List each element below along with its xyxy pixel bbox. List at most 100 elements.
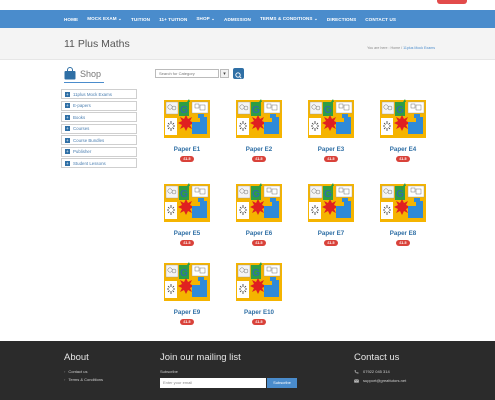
price-badge: £1.5 xyxy=(180,156,194,162)
svg-text:G: G xyxy=(252,189,260,200)
product-card[interactable]: G Paper E8 £1.5 xyxy=(378,182,428,250)
footer-mailing-heading: Join our mailing list xyxy=(160,352,241,363)
phone-number: 07922 045 314 xyxy=(363,369,390,374)
nav-item-terms[interactable]: TERMS & CONDITIONS ⌄ xyxy=(259,16,318,21)
svg-text:G: G xyxy=(180,105,188,116)
price-badge: £1.5 xyxy=(396,240,410,246)
svg-text:G: G xyxy=(252,268,260,279)
plus-icon: + xyxy=(65,137,70,143)
product-card[interactable]: G Paper E5 £1.5 xyxy=(162,182,212,250)
product-name[interactable]: Paper E1 xyxy=(173,146,201,153)
product-thumbnail[interactable]: G xyxy=(162,98,212,140)
category-label: Publisher xyxy=(73,149,92,154)
product-thumbnail[interactable]: G xyxy=(234,182,284,224)
product-name[interactable]: Paper E7 xyxy=(317,230,345,237)
footer-email[interactable]: support@greattutors.net xyxy=(354,378,406,383)
nav-item-shop[interactable]: SHOP ⌄ xyxy=(196,16,216,21)
price-badge: £1.5 xyxy=(252,319,266,325)
category-label: 11plus Mock Exams xyxy=(73,91,112,97)
price-badge: £1.5 xyxy=(324,156,338,162)
footer-link-terms[interactable]: › Terms & Conditions xyxy=(64,377,103,382)
email-input[interactable]: Enter your email xyxy=(160,378,266,388)
shop-heading: Shop xyxy=(64,66,136,84)
category-label: Books xyxy=(73,114,86,120)
plus-icon: + xyxy=(65,126,70,131)
nav-item-directions[interactable]: DIRECTIONS xyxy=(326,16,357,22)
product-card[interactable]: G Paper E4 £1.5 xyxy=(378,98,428,166)
category-item-books[interactable]: + Books xyxy=(61,112,137,122)
product-name[interactable]: Paper E5 xyxy=(173,230,201,237)
breadcrumb: You are here : Home / 11plus Mock Exams xyxy=(367,46,435,50)
product-card[interactable]: G Paper E7 £1.5 xyxy=(306,182,356,250)
price-badge: £1.5 xyxy=(252,156,266,162)
price-badge: £1.5 xyxy=(396,156,410,162)
product-name[interactable]: Paper E4 xyxy=(389,146,417,153)
svg-text:G: G xyxy=(180,189,188,200)
breadcrumb-prefix[interactable]: You are here : Home / xyxy=(367,46,404,50)
bullet-icon: › xyxy=(64,369,66,374)
product-card[interactable]: G Paper E3 £1.5 xyxy=(306,98,356,166)
price-badge: £1.5 xyxy=(324,240,338,246)
price-badge: £1.5 xyxy=(180,319,194,325)
breadcrumb-current: 11plus Mock Exams xyxy=(403,46,435,50)
category-search-select[interactable]: Search for Category xyxy=(155,69,219,78)
category-item-publisher[interactable]: + Publisher xyxy=(61,146,137,157)
shop-underline xyxy=(64,82,104,83)
nav-item-contact[interactable]: CONTACT US xyxy=(365,16,397,22)
category-list: +11plus Mock Exams + E-papers + Books + Cou… xyxy=(61,89,137,170)
product-name[interactable]: Paper E9 xyxy=(173,309,201,316)
nav-item-home[interactable]: HOME xyxy=(64,16,79,22)
product-name[interactable]: Paper E3 xyxy=(317,146,345,153)
product-thumbnail[interactable]: G xyxy=(306,98,356,140)
product-name[interactable]: Paper E8 xyxy=(389,230,417,237)
nav-item-11plus-tuition[interactable]: 11+ TUITION xyxy=(159,16,188,22)
product-thumbnail[interactable]: G xyxy=(306,182,356,224)
page-title: 11 Plus Maths xyxy=(64,38,130,50)
price-badge: £1.5 xyxy=(252,240,266,246)
nav-item-mock-exam[interactable]: MOCK EXAM ⌄ xyxy=(87,16,122,21)
subscribe-button[interactable]: Subscribe xyxy=(267,378,297,388)
product-card[interactable]: G Paper E1 £1.5 xyxy=(162,98,212,166)
category-item-student-lessons[interactable]: + Student Lessons xyxy=(61,158,137,168)
product-card[interactable]: G Paper E2 £1.5 xyxy=(234,98,284,166)
product-thumbnail[interactable]: G xyxy=(234,261,284,303)
chevron-down-icon[interactable]: ▾ xyxy=(220,69,229,78)
shop-title: Shop xyxy=(80,69,102,79)
site-footer: About › Contact us › Terms & Conditions Jo… xyxy=(0,341,495,400)
search-icon xyxy=(235,72,242,79)
product-name[interactable]: Paper E2 xyxy=(245,146,273,153)
main-nav: HOME MOCK EXAM ⌄ TUITION 11+ TUITION SHO… xyxy=(0,10,495,28)
category-item-courses[interactable]: + Courses xyxy=(61,123,137,134)
product-name[interactable]: Paper E6 xyxy=(245,230,273,237)
category-item-mock-exams[interactable]: +11plus Mock Exams xyxy=(61,89,137,99)
price-badge: £1.5 xyxy=(180,240,194,246)
footer-phone: 07922 045 314 xyxy=(354,369,390,374)
top-red-tab[interactable] xyxy=(437,0,467,4)
product-card[interactable]: G Paper E9 £1.5 xyxy=(162,261,212,329)
product-thumbnail[interactable]: G xyxy=(378,98,428,140)
category-label: E-papers xyxy=(73,103,91,108)
nav-item-tuition[interactable]: TUITION xyxy=(131,16,151,22)
nav-item-admission[interactable]: ADMISSION xyxy=(224,16,251,22)
search-button[interactable] xyxy=(233,68,244,79)
product-name[interactable]: Paper E10 xyxy=(244,309,274,316)
category-item-e-papers[interactable]: + E-papers xyxy=(61,100,137,111)
plus-icon: + xyxy=(65,114,70,120)
product-card[interactable]: G Paper E6 £1.5 xyxy=(234,182,284,250)
product-thumbnail[interactable]: G xyxy=(162,261,212,303)
page-header: 11 Plus Maths You are here : Home / 11pl… xyxy=(0,28,495,60)
envelope-icon xyxy=(354,379,359,383)
subscribe-label: Subscribe xyxy=(160,369,178,374)
footer-contact-heading: Contact us xyxy=(354,352,400,363)
product-thumbnail[interactable]: G xyxy=(162,182,212,224)
product-thumbnail[interactable]: G xyxy=(378,182,428,224)
category-label: Student Lessons xyxy=(73,160,106,166)
shopping-bag-icon xyxy=(64,67,76,80)
footer-link-contact[interactable]: › Contact us xyxy=(64,369,87,374)
svg-text:G: G xyxy=(396,189,404,200)
footer-link-label: Contact us xyxy=(68,369,88,374)
category-item-course-bundles[interactable]: + Course Bundles xyxy=(61,135,137,145)
plus-icon: + xyxy=(65,91,70,97)
product-card[interactable]: G Paper E10 £1.5 xyxy=(234,261,284,329)
product-thumbnail[interactable]: G xyxy=(234,98,284,140)
